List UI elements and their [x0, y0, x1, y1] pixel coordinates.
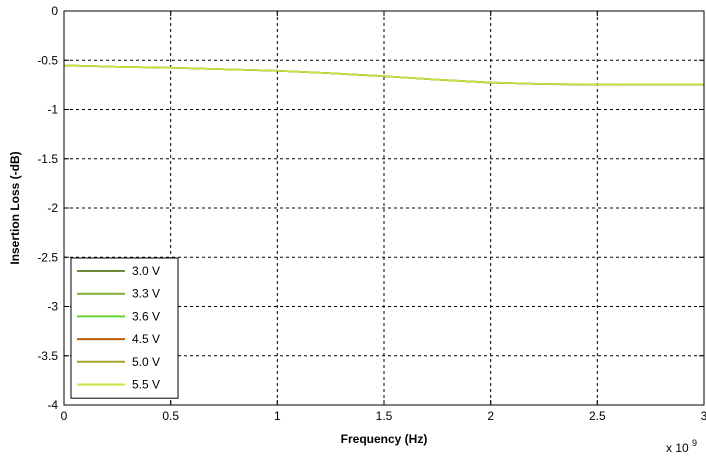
legend-label: 3.0 V [132, 264, 160, 278]
legend-label: 5.5 V [132, 378, 160, 392]
y-tick-label: -3.5 [37, 349, 58, 363]
axis-ticks: 0 0.5 1 1.5 2 2.5 3 0 -0.5 -1 -1.5 -2 -2.5 -3 -3.5 -4 [37, 4, 706, 423]
legend-label: 3.3 V [132, 287, 160, 301]
x-tick-label: 0 [61, 409, 68, 423]
x-tick-label: 3 [701, 409, 706, 423]
y-axis-label: Insertion Loss (-dB) [8, 151, 22, 264]
legend-box [70, 257, 179, 399]
x-tick-label: 2 [487, 409, 494, 423]
y-tick-label: -3 [47, 300, 58, 314]
x-tick-label: 1 [274, 409, 281, 423]
y-tick-label: -0.5 [37, 53, 58, 67]
legend: 3.0 V 3.3 V 3.6 V 4.5 V 5.0 V 5.5 V [70, 257, 179, 399]
y-tick-label: -1.5 [37, 152, 58, 166]
y-tick-label: 0 [51, 4, 58, 18]
x-multiplier-label: x 10 9 [666, 438, 697, 455]
y-tick-label: -4 [47, 398, 58, 412]
y-tick-label: -2 [47, 201, 58, 215]
legend-label: 3.6 V [132, 309, 160, 323]
legend-label: 4.5 V [132, 332, 160, 346]
x-tick-label: 2.5 [589, 409, 606, 423]
x-multiplier-exponent: 9 [692, 438, 697, 448]
series-line-5-5-v [63, 64, 704, 86]
grid-lines [64, 11, 704, 405]
series-lines [63, 64, 704, 86]
x-axis-label: Frequency (Hz) [341, 432, 428, 446]
x-tick-label: 1.5 [376, 409, 393, 423]
x-tick-label: 0.5 [162, 409, 179, 423]
y-tick-label: -2.5 [37, 250, 58, 264]
x-multiplier-base: x 10 [666, 441, 689, 455]
y-tick-label: -1 [47, 103, 58, 117]
legend-label: 5.0 V [132, 355, 160, 369]
